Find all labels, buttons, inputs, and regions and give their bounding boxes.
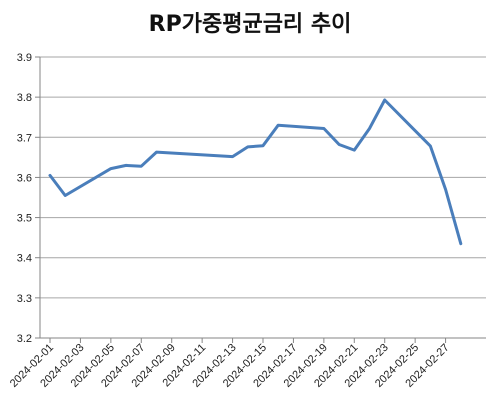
y-tick-label: 3.5: [17, 213, 32, 225]
y-tick-label: 3.4: [17, 253, 32, 265]
y-tick-label: 3.9: [17, 52, 32, 64]
y-tick-label: 3.2: [17, 333, 32, 345]
y-tick-label: 3.6: [17, 172, 32, 184]
y-tick-label: 3.8: [17, 92, 32, 104]
series-line: [48, 98, 463, 246]
chart-title: RP가중평균금리 추이: [148, 12, 352, 37]
y-tick-label: 3.7: [17, 132, 32, 144]
y-tick-label: 3.3: [17, 293, 32, 305]
